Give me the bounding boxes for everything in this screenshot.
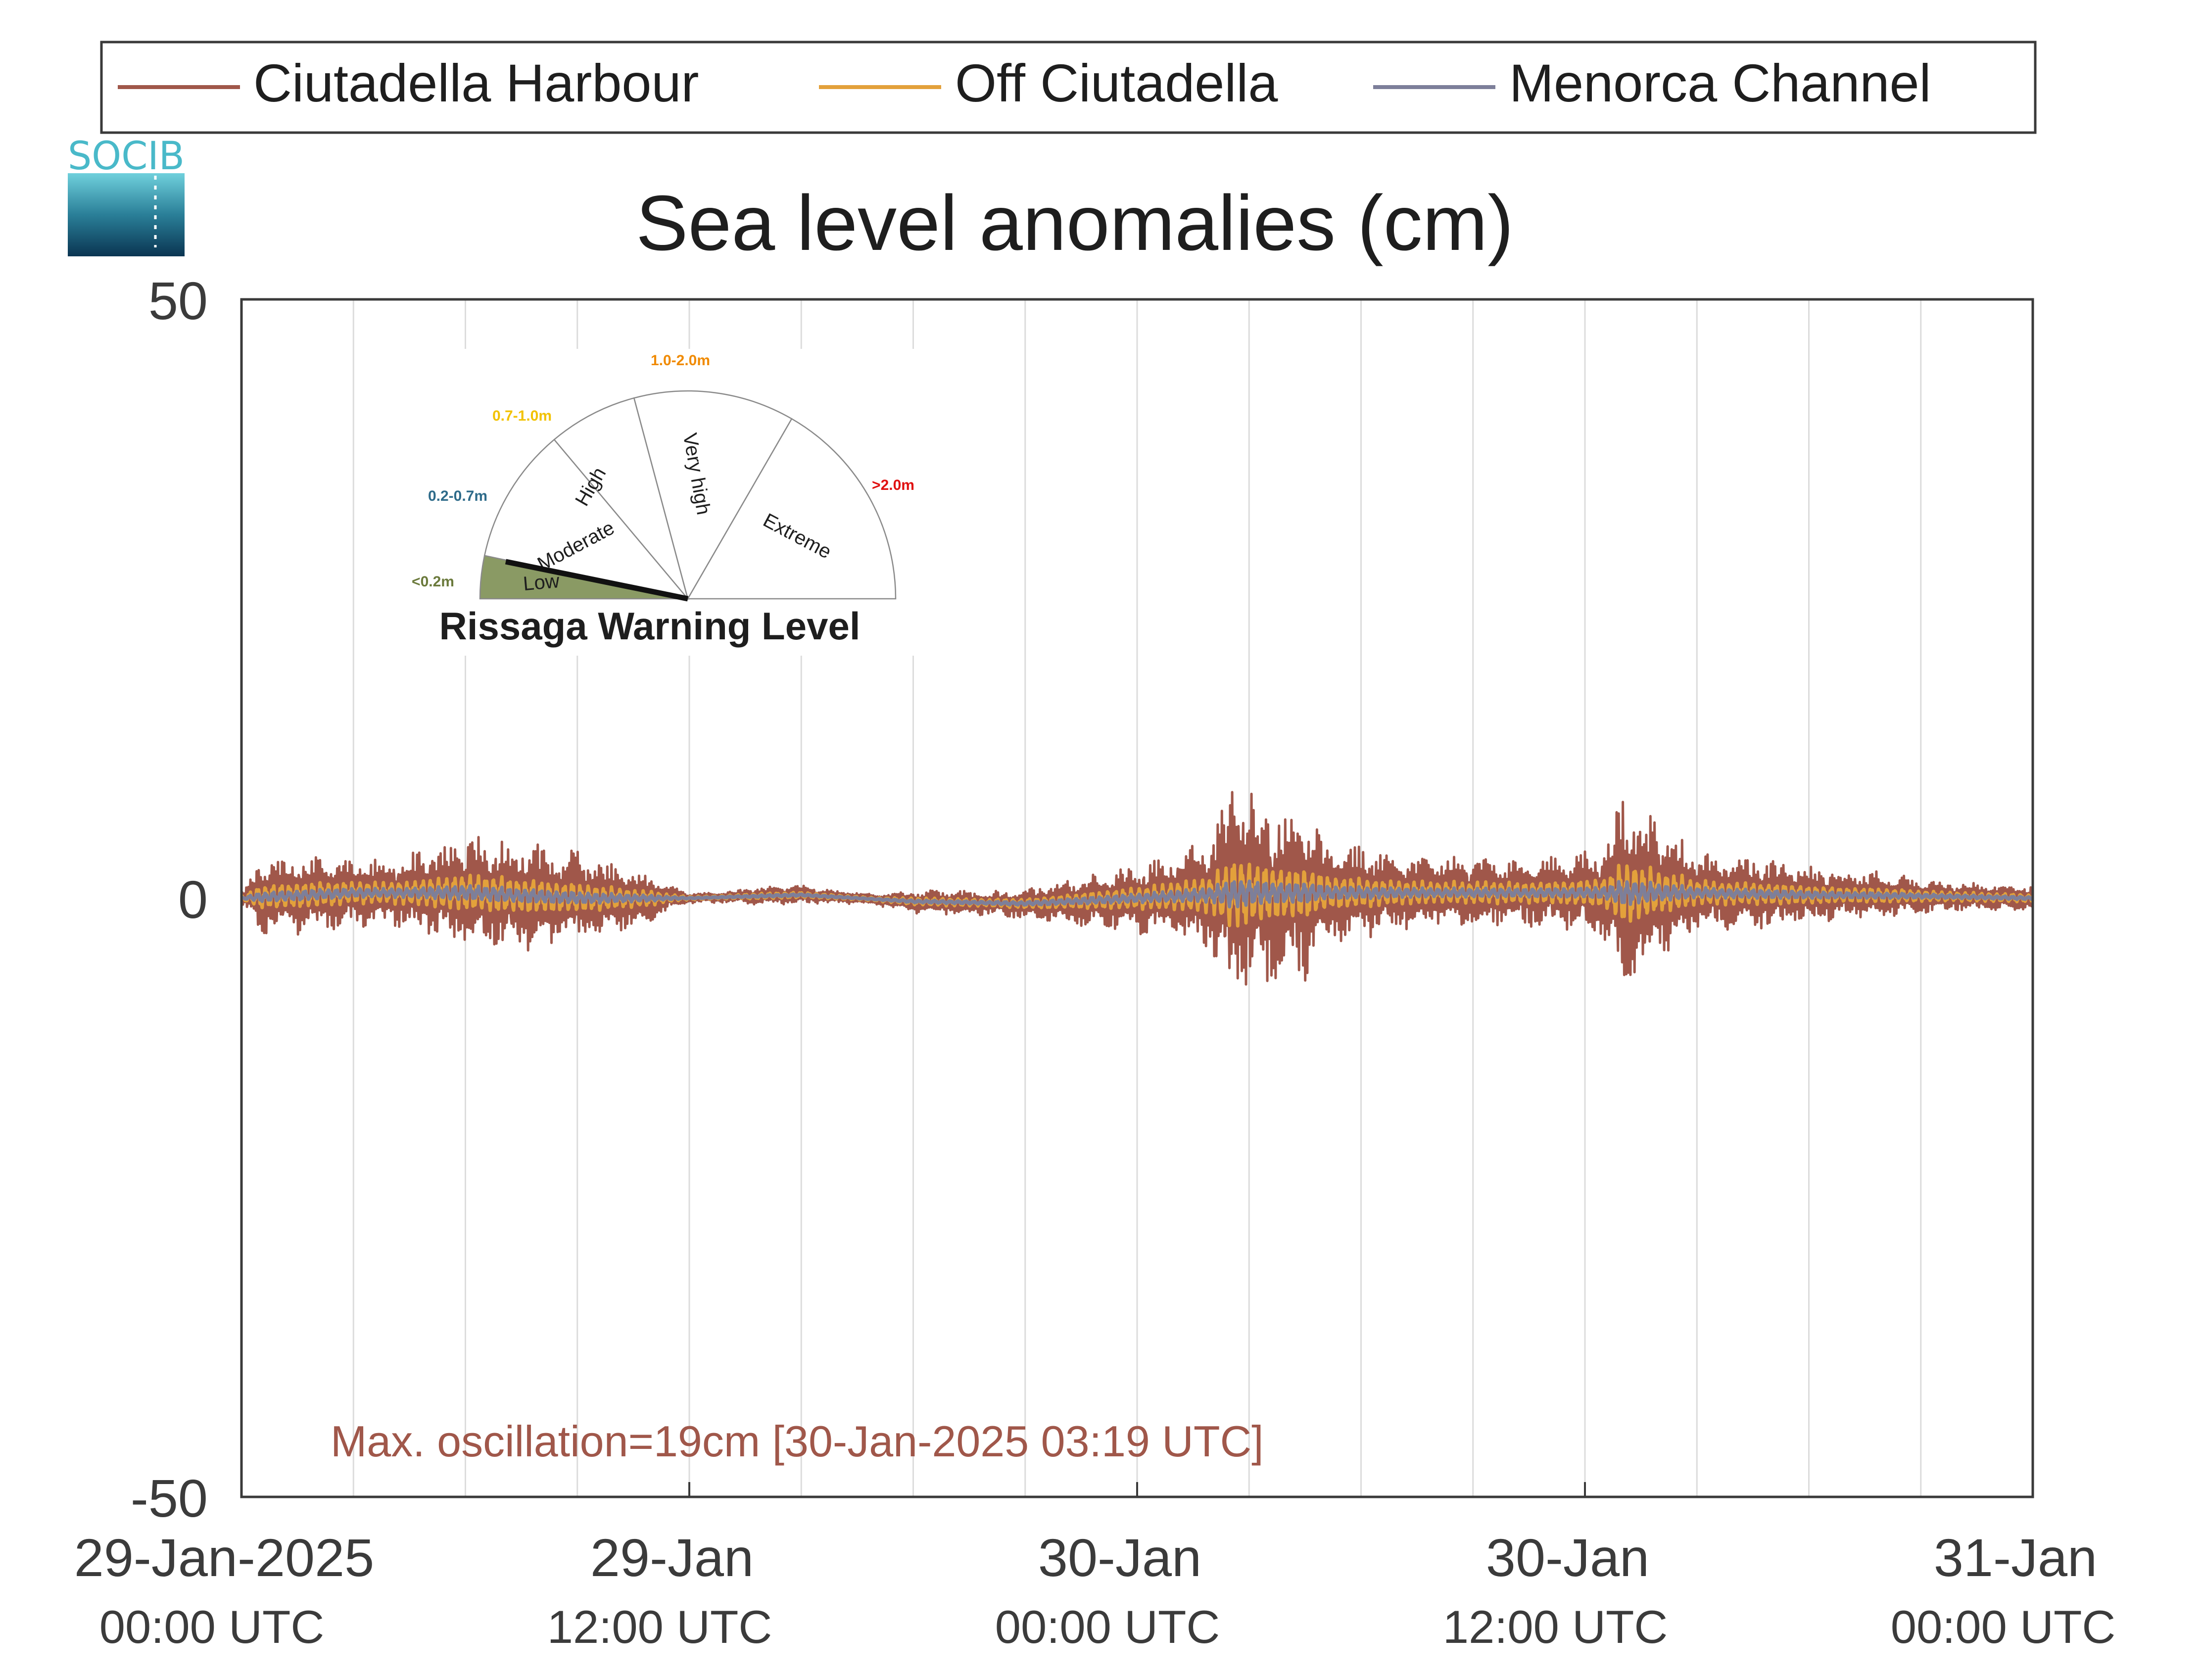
y-tick-label: -50 [131,1468,208,1528]
gauge-sector-extreme [686,418,897,600]
gauge-range-label: 1.0-2.0m [651,352,710,369]
y-tick-label: 0 [178,869,208,929]
legend: Ciutadella Harbour Off Ciutadella Menorc… [100,41,2037,134]
x-tick-marks [240,1482,2034,1497]
x-tick-label-date: 30-Jan [1486,1528,1649,1587]
x-tick-label-date: 30-Jan [1038,1528,1201,1587]
x-tick-label-time: 12:00 UTC [1443,1601,1668,1653]
legend-box [100,41,2037,134]
socib-logo: SOCIB [68,134,185,256]
max-oscillation-annotation: Max. oscillation=19cm [30-Jan-2025 03:19… [331,1417,1264,1466]
x-tick-label-time: 12:00 UTC [547,1601,772,1653]
gauge-sector-high [553,397,689,599]
gauge-title: Rissaga Warning Level [439,604,860,648]
gauge-sector-very-high [633,390,793,601]
x-tick-label-time: 00:00 UTC [1891,1601,2116,1653]
x-tick-label-date: 29-Jan-2025 [74,1528,374,1587]
x-tick-label-date: 29-Jan [590,1528,754,1587]
gauge-range-label: <0.2m [412,574,454,590]
series-layer [240,791,2034,986]
chart-title: Sea level anomalies (cm) [636,180,1514,267]
legend-label-off-ciutadella: Off Ciutadella [955,53,1278,113]
y-tick-label: 50 [148,271,208,331]
gauge-range-label: 0.7-1.0m [492,408,552,424]
y-axis: -50 0 50 [131,271,208,1528]
gauge-needle [505,559,689,602]
x-tick-label-time: 00:00 UTC [99,1601,325,1653]
gauge-sector-moderate [483,438,690,600]
series-line-menorca-channel [240,879,2034,909]
x-tick-label-date: 31-Jan [1934,1528,2097,1587]
legend-label-ciutadella-harbour: Ciutadella Harbour [253,53,699,113]
gauge-range-label: 0.2-0.7m [428,488,487,504]
logo-gradient-block [68,173,185,256]
logo-text: SOCIB [68,134,185,179]
x-axis: 29-Jan-2025 00:00 UTC 29-Jan 12:00 UTC 30-Ja… [74,1528,2116,1653]
gauge-range-label: >2.0m [872,477,914,493]
legend-label-menorca-channel: Menorca Channel [1509,53,1931,113]
plot-area [240,298,2034,1498]
x-tick-label-time: 00:00 UTC [995,1601,1220,1653]
